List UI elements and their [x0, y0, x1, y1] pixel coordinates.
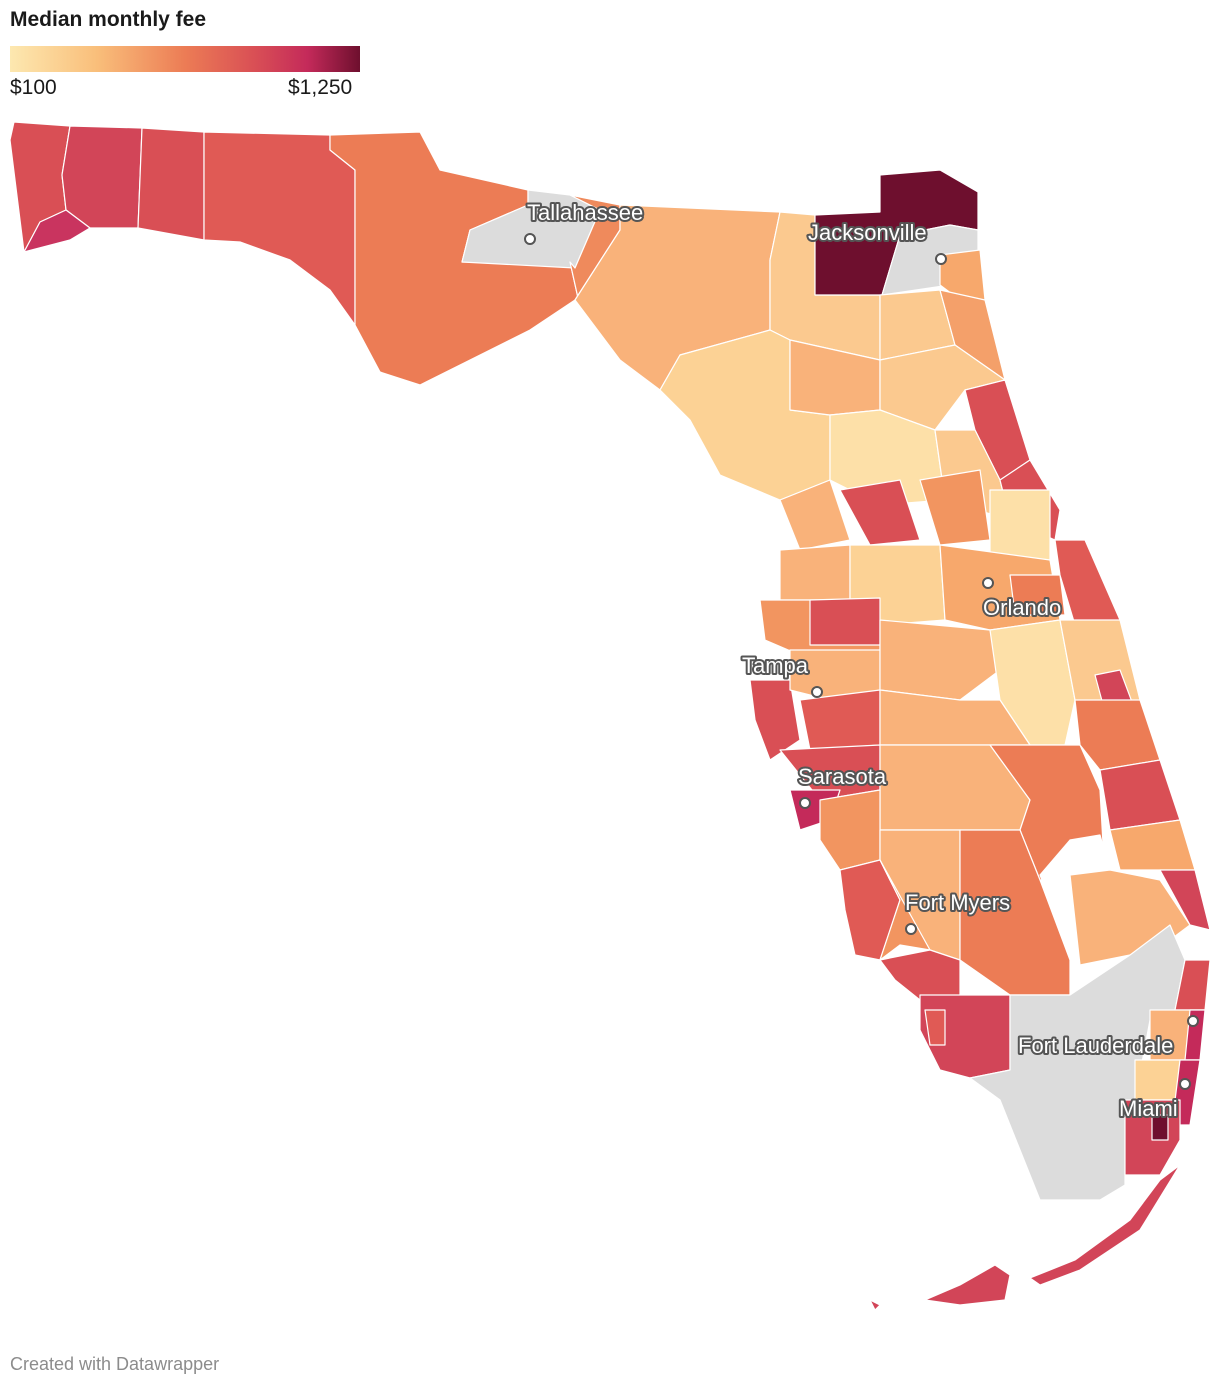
city-label-tallahassee: Tallahassee	[527, 200, 643, 225]
city-markers: Tallahassee Jacksonville Orlando Tampa S…	[524, 198, 1199, 1123]
region-palm-beach-coast[interactable]	[1159, 869, 1211, 931]
region-charlotte[interactable]	[819, 789, 881, 871]
region-sumter[interactable]	[839, 479, 921, 546]
city-dot-miami[interactable]	[1179, 1078, 1191, 1090]
region-hendry[interactable]	[959, 829, 1071, 996]
region-polk-south[interactable]	[879, 689, 1031, 746]
region-miami-downtown[interactable]	[1151, 1114, 1169, 1141]
region-upper-keys[interactable]	[1029, 1164, 1181, 1286]
city-label-jacksonville: Jacksonville	[808, 220, 927, 245]
city-label-tampa: Tampa	[742, 653, 809, 678]
region-collier-north[interactable]	[879, 949, 961, 1001]
region-hernando[interactable]	[779, 544, 851, 601]
region-orange-east[interactable]	[1009, 574, 1066, 616]
region-pinellas[interactable]	[749, 679, 801, 761]
legend-title: Median monthly fee	[10, 8, 207, 31]
legend-min-label: $100	[10, 76, 57, 99]
region-marco[interactable]	[924, 1009, 946, 1046]
legend-max-label: $1,250	[288, 76, 353, 99]
city-dot-orlando[interactable]	[982, 577, 994, 589]
city-label-fort-myers: Fort Myers	[905, 890, 1010, 915]
city-dot-sarasota[interactable]	[799, 797, 811, 809]
city-label-fort-lauderdale: Fort Lauderdale	[1018, 1033, 1173, 1058]
region-lake[interactable]	[919, 469, 991, 546]
city-label-miami: Miami	[1119, 1096, 1178, 1121]
region-polk-north[interactable]	[879, 619, 1001, 701]
region-okaloosa[interactable]	[137, 127, 205, 241]
city-dot-jacksonville[interactable]	[935, 253, 947, 265]
region-walton-bay[interactable]	[203, 131, 356, 326]
region-citrus[interactable]	[779, 479, 851, 551]
region-seminole[interactable]	[989, 489, 1051, 561]
datawrapper-credit: Created with Datawrapper	[10, 1354, 220, 1374]
city-label-sarasota: Sarasota	[798, 764, 887, 789]
region-hillsborough-south[interactable]	[799, 689, 881, 751]
city-dot-fort-lauderdale[interactable]	[1187, 1015, 1199, 1027]
region-st-lucie[interactable]	[1099, 759, 1181, 831]
region-indian-river[interactable]	[1074, 699, 1161, 771]
region-key-west[interactable]	[869, 1299, 881, 1311]
legend-color-scale	[10, 46, 360, 72]
region-pasco-east[interactable]	[809, 597, 881, 646]
region-lee[interactable]	[879, 859, 931, 961]
city-label-orlando: Orlando	[983, 595, 1061, 620]
region-santa-rosa[interactable]	[61, 125, 143, 229]
region-pensacola-coast[interactable]	[23, 209, 91, 253]
region-lower-keys[interactable]	[924, 1264, 1011, 1306]
city-dot-tallahassee[interactable]	[524, 233, 536, 245]
city-dot-tampa[interactable]	[811, 686, 823, 698]
city-dot-fort-myers[interactable]	[905, 923, 917, 935]
